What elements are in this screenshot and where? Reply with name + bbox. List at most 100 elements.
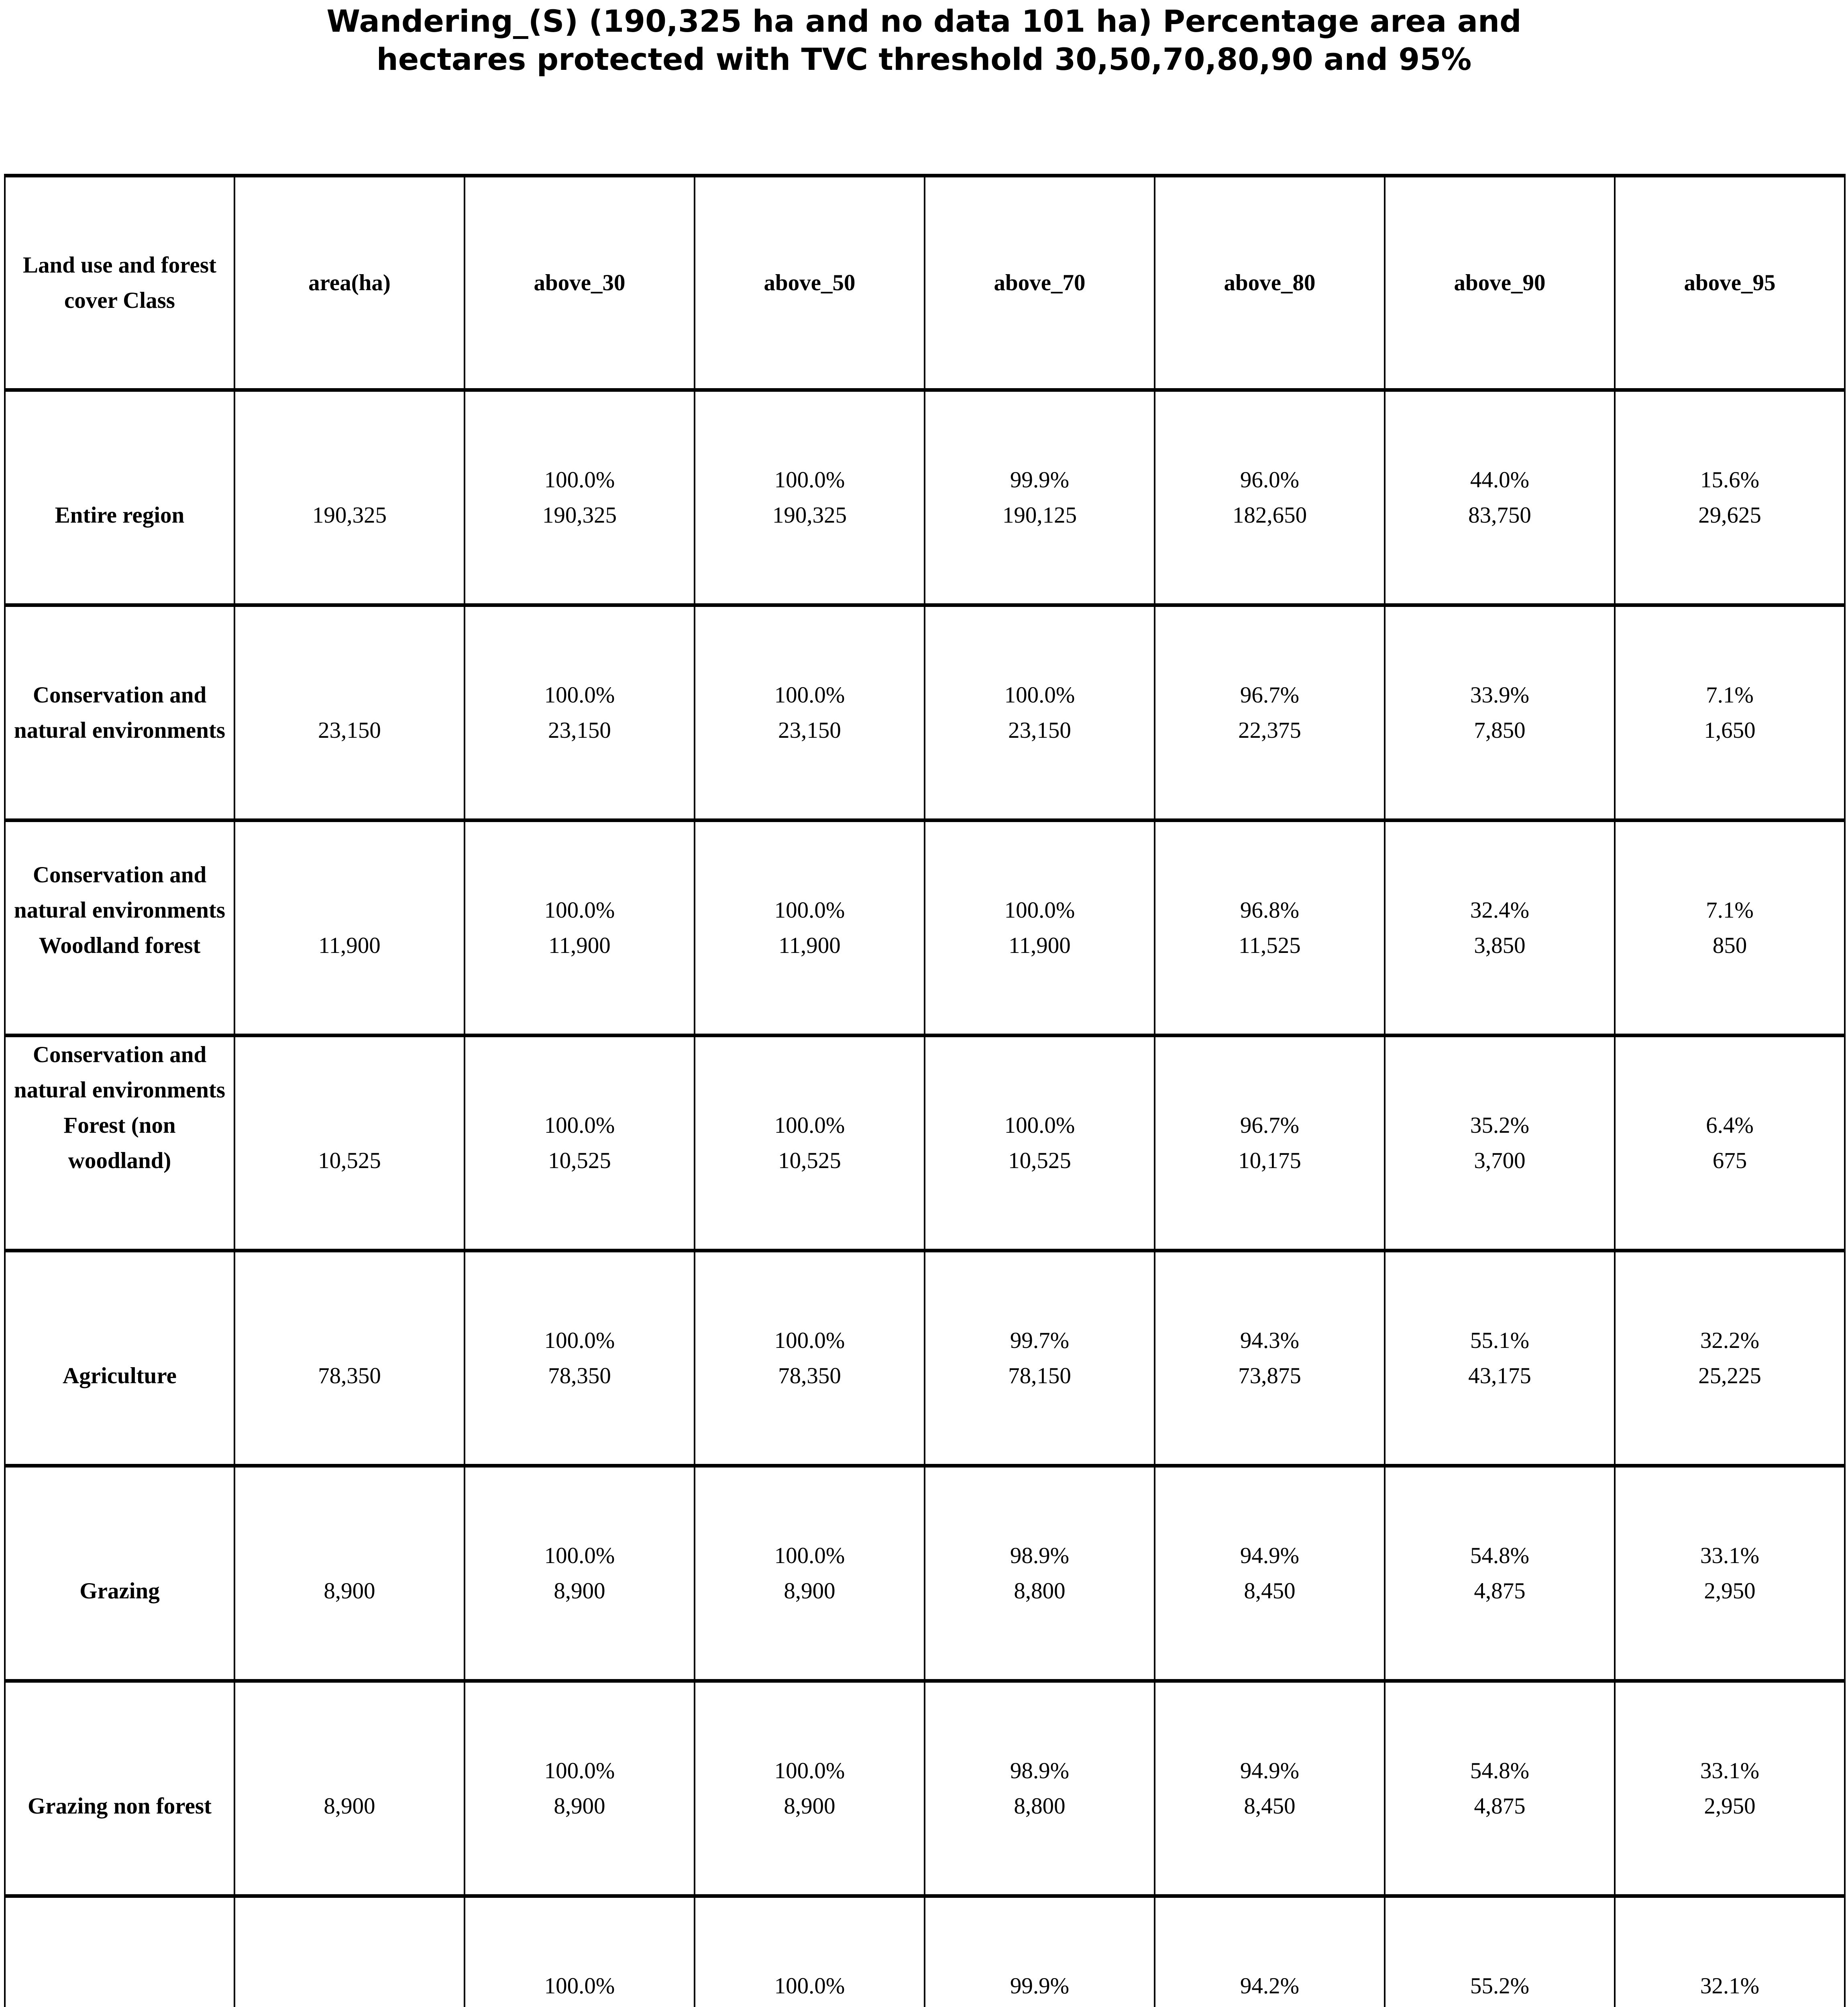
- threshold-cell: 100.0% 11,900: [924, 818, 1155, 1037]
- percent-value: 100.0%: [544, 897, 615, 923]
- percent-value: 100.0%: [774, 1327, 845, 1353]
- hectares-value: 3,850: [1474, 932, 1526, 958]
- table-row-6: Grazing non forest 8,900 100.0% 8,900 100.0%…: [4, 1679, 1846, 1898]
- percent-value: 96.7%: [1240, 682, 1300, 708]
- row-label-cell: Agriculture: [4, 1249, 235, 1468]
- threshold-cell: 55.2% 38,300: [1384, 1894, 1616, 2007]
- percent-value: 96.7%: [1240, 1112, 1300, 1138]
- percent-value: 100.0%: [774, 1543, 845, 1568]
- percent-value: 7.1%: [1706, 682, 1754, 708]
- hectares-value: 1,650: [1704, 717, 1756, 743]
- percent-value: 100.0%: [774, 897, 845, 923]
- area-cell: 8,900: [234, 1464, 465, 1683]
- threshold-cell: 100.0% 8,900: [694, 1679, 925, 1898]
- table-row-7: Cropping69,425100.0%69,425100.0%69,42599…: [4, 1894, 1846, 2007]
- threshold-cell: 100.0% 8,900: [694, 1464, 925, 1683]
- threshold-cell: 7.1% 850: [1614, 818, 1846, 1037]
- percent-value: 100.0%: [544, 682, 615, 708]
- area-cell: 190,325: [234, 388, 465, 607]
- hectares-value: 43,175: [1468, 1363, 1531, 1388]
- page-title-line2: hectares protected with TVC threshold 30…: [376, 41, 1472, 77]
- threshold-cell: 98.9% 8,800: [924, 1464, 1155, 1683]
- threshold-cell: 6.4% 675: [1614, 1034, 1846, 1252]
- column-header-7: above_95: [1614, 174, 1846, 392]
- threshold-cell: 99.9% 69,325: [924, 1894, 1155, 2007]
- threshold-cell: 33.1% 2,950: [1614, 1679, 1846, 1898]
- percent-value: 94.9%: [1240, 1543, 1300, 1568]
- percent-value: 98.9%: [1010, 1758, 1070, 1783]
- percent-value: 94.3%: [1240, 1327, 1300, 1353]
- table-header-row: Land use and forest cover Class area(ha) a…: [4, 174, 1846, 392]
- threshold-cell: 96.8% 11,525: [1154, 818, 1385, 1037]
- row-label: Cropping: [6, 2004, 233, 2007]
- threshold-cell: 94.9% 8,450: [1154, 1464, 1385, 1683]
- threshold-cell: 100.0% 69,425: [464, 1894, 695, 2007]
- hectares-value: 190,325: [542, 502, 617, 528]
- hectares-value: 10,525: [778, 1148, 841, 1173]
- column-header-label: above_70: [994, 270, 1086, 295]
- threshold-cell: 100.0% 10,525: [924, 1034, 1155, 1252]
- hectares-value: 10,525: [1008, 1148, 1071, 1173]
- percent-value: 100.0%: [544, 1112, 615, 1138]
- column-header-2: above_30: [464, 174, 695, 392]
- row-label: Conservation and natural environments Fo…: [14, 1042, 226, 1173]
- threshold-cell: 32.2% 25,225: [1614, 1249, 1846, 1468]
- area-value: 69,425: [236, 2004, 463, 2007]
- area-value: 11,900: [318, 932, 381, 958]
- percent-value: 33.1%: [1700, 1758, 1760, 1783]
- hectares-value: 23,150: [548, 717, 611, 743]
- hectares-value: 675: [1712, 1148, 1747, 1173]
- hectares-value: 69,325: [926, 2004, 1153, 2007]
- threshold-cell: 100.0% 190,325: [464, 388, 695, 607]
- percent-value: 100.0%: [544, 1543, 615, 1568]
- area-cell: 10,525: [234, 1034, 465, 1252]
- threshold-cell: 100.0% 8,900: [464, 1679, 695, 1898]
- hectares-value: 22,375: [1238, 717, 1301, 743]
- threshold-cell: 100.0% 11,900: [694, 818, 925, 1037]
- row-label-cell: Conservation and natural environments Fo…: [4, 1034, 235, 1252]
- column-header-label: above_30: [534, 270, 626, 295]
- row-label: Conservation and natural environments: [14, 682, 226, 743]
- percent-value: 100.0%: [774, 1973, 845, 1999]
- percent-value: 33.9%: [1470, 682, 1530, 708]
- hectares-value: 29,625: [1698, 502, 1761, 528]
- threshold-cell: 100.0% 10,525: [694, 1034, 925, 1252]
- area-cell: 78,350: [234, 1249, 465, 1468]
- threshold-cell: 55.1% 43,175: [1384, 1249, 1616, 1468]
- column-header-label: Land use and forest cover Class: [23, 252, 216, 313]
- hectares-value: 8,900: [784, 1578, 835, 1604]
- threshold-cell: 54.8% 4,875: [1384, 1464, 1616, 1683]
- area-value: 23,150: [318, 717, 381, 743]
- row-label-cell: Cropping: [4, 1894, 235, 2007]
- threshold-cell: 94.3% 73,875: [1154, 1249, 1385, 1468]
- hectares-value: 8,800: [1014, 1578, 1066, 1604]
- percent-value: 94.2%: [1240, 1973, 1300, 1999]
- row-label-cell: Grazing non forest: [4, 1679, 235, 1898]
- percent-value: 35.2%: [1470, 1112, 1530, 1138]
- percent-value: 100.0%: [1004, 897, 1075, 923]
- column-header-label: above_95: [1684, 270, 1776, 295]
- threshold-cell: 96.0% 182,650: [1154, 388, 1385, 607]
- threshold-cell: 100.0% 78,350: [694, 1249, 925, 1468]
- column-header-label: above_80: [1224, 270, 1316, 295]
- area-cell: 69,425: [234, 1894, 465, 2007]
- spacer: [236, 1323, 463, 1358]
- threshold-cell: 100.0% 23,150: [464, 603, 695, 822]
- hectares-value: 8,900: [784, 1793, 835, 1819]
- threshold-cell: 100.0% 10,525: [464, 1034, 695, 1252]
- percent-value: 100.0%: [1004, 1112, 1075, 1138]
- percent-value: 100.0%: [544, 1327, 615, 1353]
- threshold-cell: 7.1% 1,650: [1614, 603, 1846, 822]
- percent-value: 100.0%: [774, 1112, 845, 1138]
- table-row-4: Agriculture 78,350 100.0% 78,350 100.0% 78,35…: [4, 1249, 1846, 1468]
- percent-value: 54.8%: [1470, 1758, 1530, 1783]
- percent-value: 32.2%: [1700, 1327, 1760, 1353]
- percent-value: 100.0%: [774, 682, 845, 708]
- table-row-5: Grazing 8,900 100.0% 8,900 100.0% 8,900 98.9% 8…: [4, 1464, 1846, 1683]
- row-label-cell: Grazing: [4, 1464, 235, 1683]
- percent-value: 96.0%: [1240, 467, 1300, 493]
- hectares-value: 4,875: [1474, 1793, 1526, 1819]
- threshold-cell: 32.1% 22,275: [1614, 1894, 1846, 2007]
- threshold-cell: 54.8% 4,875: [1384, 1679, 1616, 1898]
- column-header-label: area(ha): [308, 270, 391, 295]
